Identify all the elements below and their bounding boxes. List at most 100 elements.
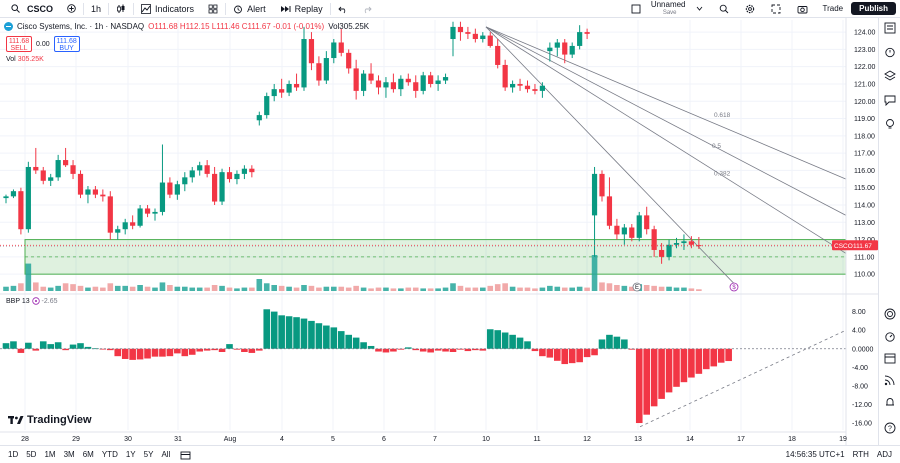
interval-button[interactable]: 1h xyxy=(91,3,102,14)
bbp-bar xyxy=(479,348,487,351)
bbp-bar xyxy=(635,348,643,424)
candle-body xyxy=(55,160,61,178)
right-sidebar: ? xyxy=(878,18,900,445)
layers-icon[interactable] xyxy=(884,70,896,82)
range-button-5y[interactable]: 5Y xyxy=(143,450,154,459)
range-button-3m[interactable]: 3M xyxy=(63,450,75,459)
bbp-bar xyxy=(695,348,703,374)
symbol-search[interactable]: CSCO xyxy=(4,0,60,18)
quick-search-button[interactable] xyxy=(712,0,736,18)
bbp-tick-label: 8.00 xyxy=(852,309,866,316)
undo-button[interactable] xyxy=(331,0,355,18)
volume-bar xyxy=(353,285,359,291)
range-button-1d[interactable]: 1D xyxy=(8,450,19,459)
alarm-clock-icon[interactable] xyxy=(884,46,896,58)
candle-body xyxy=(92,189,98,195)
trade-button[interactable]: Trade xyxy=(822,4,844,13)
price-axis[interactable]: 124.00 123.00 122.00 121.00 120.00 119.00 118.… xyxy=(832,18,878,445)
price-tick-label: 116.00 xyxy=(854,168,875,175)
price-tick-label: 123.00 xyxy=(854,47,876,54)
earnings-marker-icon[interactable] xyxy=(632,282,642,292)
volume-bar xyxy=(70,284,76,291)
bbp-bar xyxy=(39,341,47,349)
bbp-axis[interactable]: 8.00 4.00 0.0000 -4.00 -8.00 -12.00 -16.00 xyxy=(852,309,874,427)
candles-icon xyxy=(117,4,125,13)
clock-readout[interactable]: 14:56:35 UTC+1 xyxy=(785,450,845,459)
candle-body xyxy=(271,89,277,97)
range-button-1y[interactable]: 1Y xyxy=(125,450,136,459)
bbp-bar xyxy=(114,348,122,357)
calendar-icon[interactable] xyxy=(884,352,896,364)
candle-body xyxy=(301,39,307,88)
indicators-label: Indicators xyxy=(155,3,195,14)
adj-toggle[interactable]: ADJ xyxy=(876,450,892,459)
stopwatch-icon[interactable] xyxy=(884,330,896,342)
calendar-range-icon[interactable] xyxy=(180,450,191,460)
tradingview-logo: TradingView xyxy=(8,414,92,426)
watchlist-icon[interactable] xyxy=(884,22,896,34)
time-tick-label: 13 xyxy=(634,436,642,443)
chart-type-button[interactable] xyxy=(109,0,133,18)
volume-bar xyxy=(77,285,84,291)
volume-bar xyxy=(673,287,680,291)
range-button-all[interactable]: All xyxy=(161,450,171,459)
volume-bar xyxy=(256,279,263,291)
fan-level-label: 0.618 xyxy=(714,112,731,119)
tradingview-wordmark: TradingView xyxy=(27,414,92,426)
time-tick-label: 31 xyxy=(174,436,182,443)
replay-button[interactable]: Replay xyxy=(273,0,330,18)
fan-level-label: 0.5 xyxy=(712,143,721,150)
range-button-5d[interactable]: 5D xyxy=(26,450,37,459)
time-tick-label: 19 xyxy=(839,436,847,443)
volume-bar xyxy=(539,287,546,291)
layouts-button[interactable] xyxy=(201,0,225,18)
volume-bar xyxy=(40,286,47,291)
volume-bar xyxy=(33,282,39,291)
candle-body xyxy=(420,75,426,91)
volume-bar xyxy=(167,285,173,291)
candle-body xyxy=(100,194,106,197)
layout-menu[interactable]: Unnamed Save xyxy=(624,0,710,18)
target-icon[interactable] xyxy=(884,308,896,320)
volume-bar xyxy=(614,285,620,291)
indicator-settings-icon[interactable] xyxy=(31,297,40,305)
legend-open: O111.68 xyxy=(148,22,178,31)
chat-icon[interactable] xyxy=(884,94,896,106)
candle-body xyxy=(85,189,91,195)
dividend-marker-icon[interactable] xyxy=(729,282,739,292)
candle-body xyxy=(480,35,486,40)
redo-button[interactable] xyxy=(355,0,379,18)
volume-bar xyxy=(435,288,441,291)
bbp-legend-name[interactable]: BBP 13 xyxy=(6,297,30,305)
broadcast-icon[interactable] xyxy=(884,374,896,386)
rth-toggle[interactable]: RTH xyxy=(852,450,869,459)
snapshot-button[interactable] xyxy=(790,0,815,18)
volume-bar xyxy=(487,285,494,291)
alert-button[interactable]: Alert xyxy=(226,0,273,18)
bbp-bar xyxy=(494,330,501,349)
candle-body xyxy=(115,229,121,233)
bbp-bar xyxy=(352,337,360,349)
candle-body xyxy=(256,115,262,121)
buy-button[interactable]: 111.68 BUY xyxy=(53,36,80,52)
publish-button[interactable]: Publish xyxy=(851,2,896,15)
help-icon[interactable]: ? xyxy=(884,422,896,434)
sell-button[interactable]: 111.68 SELL xyxy=(6,36,32,52)
range-button-6m[interactable]: 6M xyxy=(82,450,94,459)
volume-bar xyxy=(25,263,32,291)
range-button-ytd[interactable]: YTD xyxy=(101,450,118,459)
indicators-button[interactable]: Indicators xyxy=(134,0,201,18)
legend-volume: Vol305.25K xyxy=(328,22,370,31)
bbp-bar xyxy=(710,348,718,367)
volume-bar xyxy=(383,287,389,291)
bell-icon[interactable] xyxy=(884,396,896,408)
lightbulb-icon[interactable] xyxy=(884,118,896,130)
compare-button[interactable] xyxy=(60,0,83,18)
time-tick-label: 5 xyxy=(331,436,335,443)
range-button-1m[interactable]: 1M xyxy=(44,450,56,459)
legend-title[interactable]: Cisco Systems, Inc. · 1h · NASDAQ xyxy=(17,22,145,31)
time-axis[interactable]: 28 29 30 31 Aug 4 5 6 7 10 11 12 13 14 17 18 19 xyxy=(0,431,847,443)
fullscreen-button[interactable] xyxy=(764,0,788,18)
settings-button[interactable] xyxy=(738,0,762,18)
